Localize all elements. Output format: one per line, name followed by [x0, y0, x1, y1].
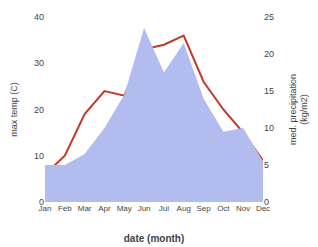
svg-text:Jun: Jun — [138, 204, 151, 213]
svg-text:Sep: Sep — [196, 204, 211, 213]
svg-text:Jul: Jul — [159, 204, 169, 213]
svg-text:Feb: Feb — [58, 204, 72, 213]
svg-text:date (month): date (month) — [124, 233, 185, 244]
svg-text:20: 20 — [34, 105, 44, 115]
svg-text:Oct: Oct — [217, 204, 230, 213]
svg-text:10: 10 — [34, 151, 44, 161]
svg-text:Mar: Mar — [78, 204, 92, 213]
svg-text:0: 0 — [39, 197, 44, 207]
svg-text:0: 0 — [264, 197, 269, 207]
svg-text:30: 30 — [34, 58, 44, 68]
svg-text:Jan: Jan — [39, 204, 52, 213]
svg-text:med. precipitation(kg/m2): med. precipitation(kg/m2) — [288, 74, 310, 145]
svg-text:max temp (C): max temp (C) — [9, 82, 19, 137]
svg-text:20: 20 — [264, 49, 274, 59]
svg-text:May: May — [117, 204, 132, 213]
svg-text:10: 10 — [264, 123, 274, 133]
svg-text:Nov: Nov — [236, 204, 250, 213]
svg-text:15: 15 — [264, 86, 274, 96]
svg-text:5: 5 — [264, 160, 269, 170]
svg-text:Dec: Dec — [256, 204, 270, 213]
svg-text:40: 40 — [34, 12, 44, 22]
svg-text:Apr: Apr — [98, 204, 111, 213]
svg-text:Aug: Aug — [177, 204, 191, 213]
svg-text:25: 25 — [264, 12, 274, 22]
